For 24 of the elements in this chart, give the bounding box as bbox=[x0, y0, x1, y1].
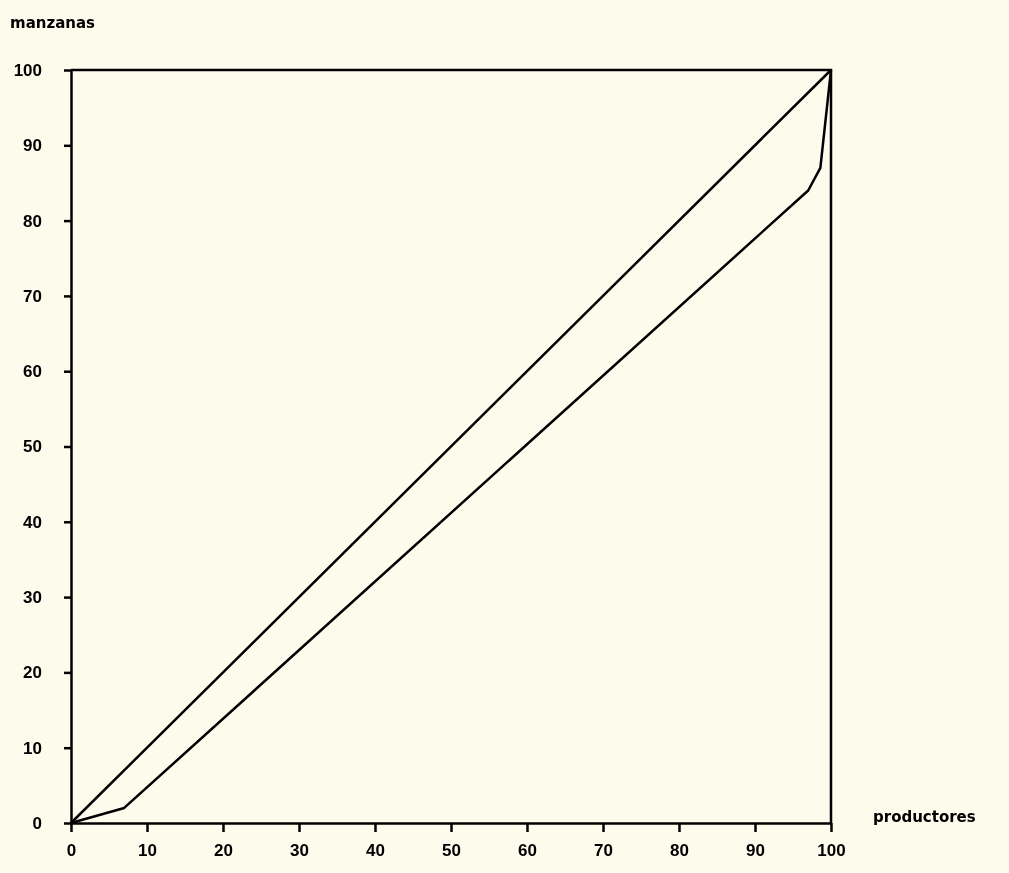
y-tick-label: 10 bbox=[23, 738, 42, 758]
y-tick-label: 90 bbox=[23, 136, 42, 156]
y-tick-label: 70 bbox=[23, 286, 42, 306]
y-tick-label: 30 bbox=[23, 588, 42, 608]
y-tick-label: 20 bbox=[23, 663, 42, 683]
x-tick-label: 20 bbox=[214, 841, 233, 861]
x-tick-label: 0 bbox=[66, 841, 77, 861]
x-tick-label: 50 bbox=[442, 841, 461, 861]
y-tick-label: 0 bbox=[32, 813, 42, 833]
y-axis-title: manzanas bbox=[10, 14, 96, 32]
x-axis-title: productores bbox=[873, 808, 976, 826]
x-tick-label: 70 bbox=[594, 841, 613, 861]
y-tick-label: 80 bbox=[23, 211, 42, 231]
x-tick-label: 30 bbox=[290, 841, 309, 861]
x-tick-label: 80 bbox=[670, 841, 689, 861]
x-tick-label: 40 bbox=[366, 841, 385, 861]
y-tick-label: 60 bbox=[23, 362, 42, 382]
y-tick-label: 40 bbox=[23, 512, 42, 532]
x-tick-label: 10 bbox=[138, 841, 157, 861]
x-tick-label: 60 bbox=[518, 841, 537, 861]
x-tick-label: 90 bbox=[746, 841, 765, 861]
y-tick-label: 100 bbox=[13, 60, 42, 80]
x-tick-label: 100 bbox=[817, 841, 846, 861]
y-tick-label: 50 bbox=[23, 437, 42, 457]
